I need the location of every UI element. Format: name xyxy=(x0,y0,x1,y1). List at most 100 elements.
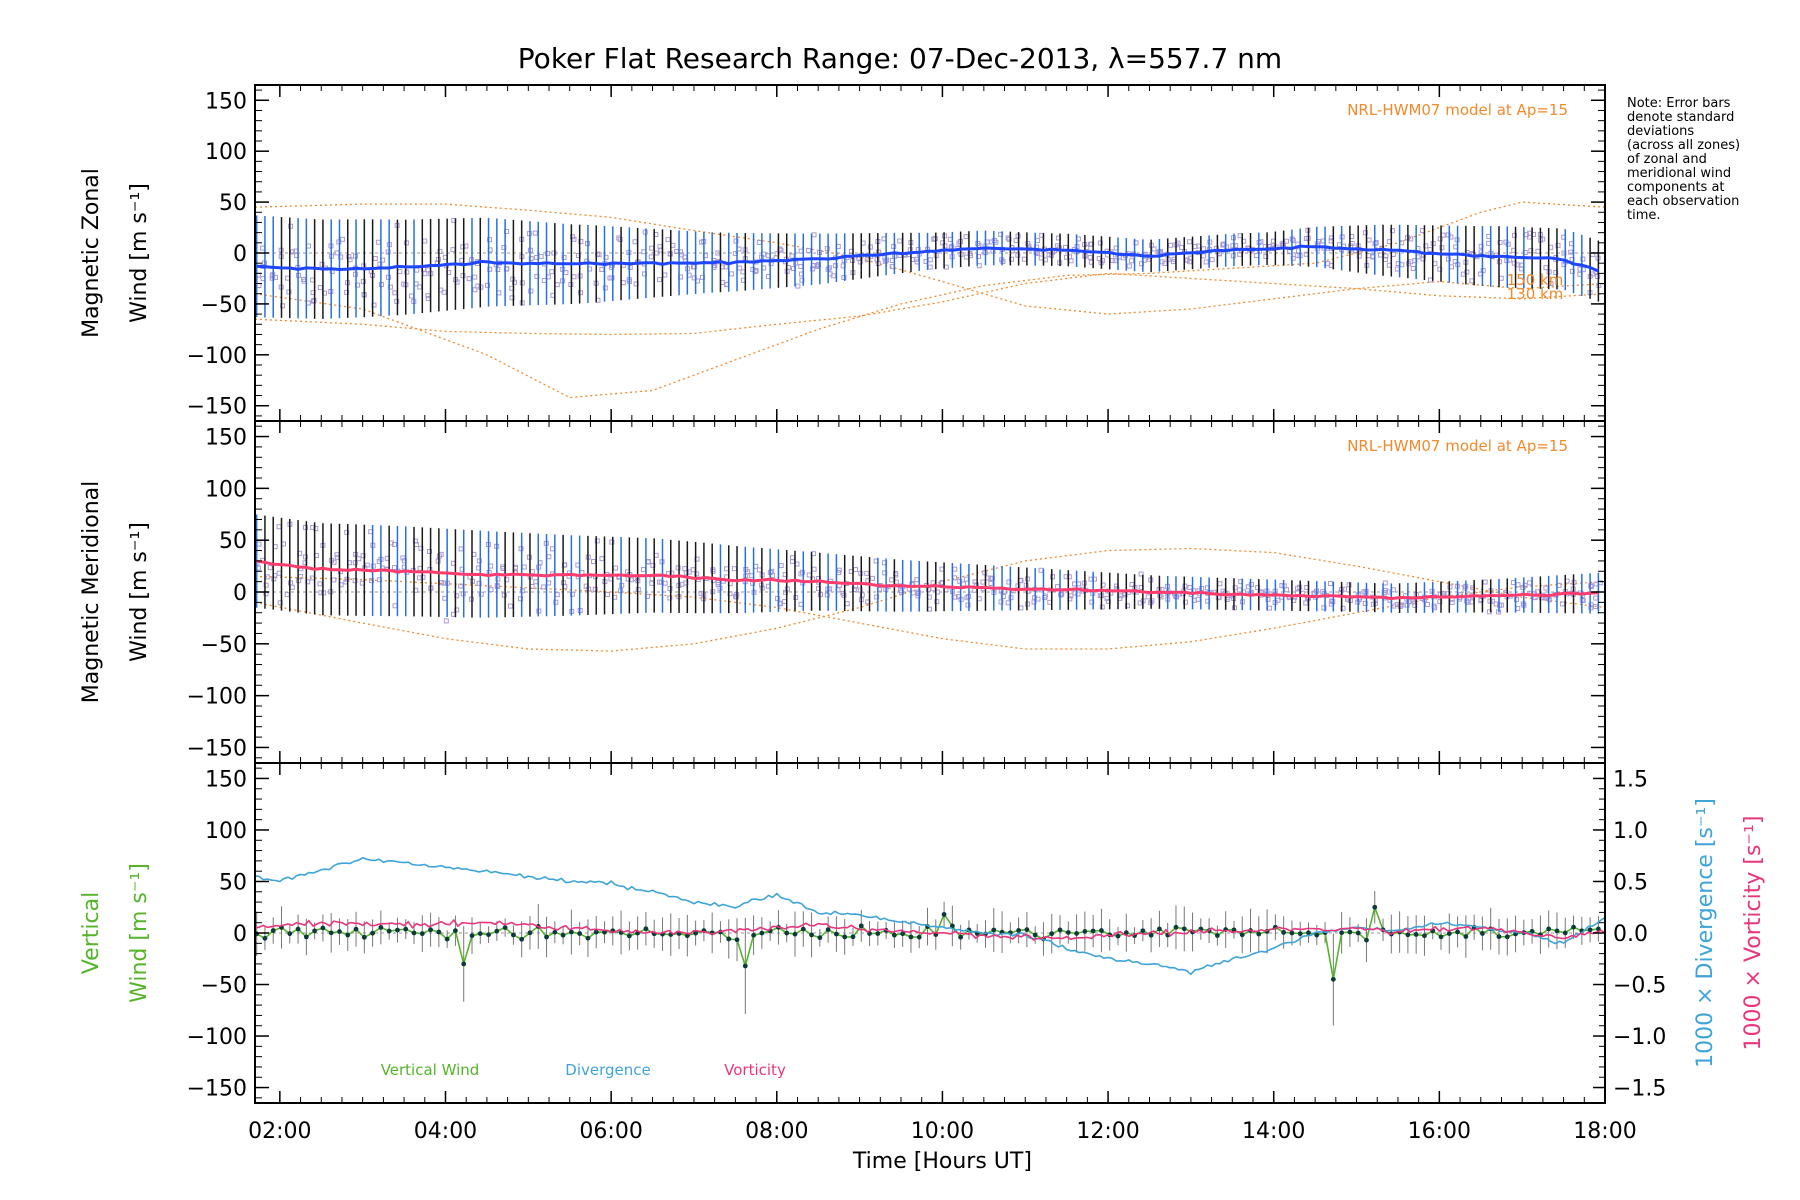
zonal-zone-point xyxy=(1201,246,1207,252)
zonal-zone-point xyxy=(1408,236,1414,242)
zonal-zone-point xyxy=(943,264,949,270)
vertical-point xyxy=(1074,931,1079,936)
y-tick-label: 50 xyxy=(219,870,247,895)
x-tick-label: 18:00 xyxy=(1573,1119,1636,1144)
vertical-point xyxy=(1562,930,1568,936)
meridional-zone-point xyxy=(988,576,994,582)
zonal-ylabel-2-group: Wind [m s⁻¹] xyxy=(127,183,152,323)
zonal-zone-point xyxy=(841,274,847,280)
y-tick-label: −150 xyxy=(187,1077,247,1102)
meridional-zone-point xyxy=(476,580,482,586)
zonal-zone-point xyxy=(1025,240,1031,246)
vertical-point xyxy=(312,928,318,934)
meridional-zone-point xyxy=(546,580,552,586)
zonal-zone-point xyxy=(1446,256,1452,262)
zonal-zone-point xyxy=(538,253,544,259)
zonal-zone-point xyxy=(338,254,344,260)
meridional-zone-point xyxy=(302,554,308,560)
zonal-zone-point xyxy=(1427,277,1433,283)
meridional-zone-point xyxy=(478,591,484,597)
vertical-point xyxy=(742,963,748,969)
zonal-zone-point xyxy=(551,250,557,256)
meridional-zone-point xyxy=(599,556,605,562)
zonal-zone-point xyxy=(1187,239,1193,245)
meridional-zone-point xyxy=(352,578,358,584)
meridional-zone-point xyxy=(554,592,560,598)
meridional-zone-point xyxy=(1588,605,1594,611)
zonal-zone-point xyxy=(1394,266,1400,272)
vertical-point xyxy=(1339,930,1345,936)
zonal-zone-point xyxy=(397,269,403,275)
zonal-zone-point xyxy=(1580,256,1586,262)
zonal-zone-point xyxy=(811,232,817,238)
zonal-zone-point xyxy=(657,277,663,283)
meridional-zone-point xyxy=(1482,579,1488,585)
zonal-zone-point xyxy=(344,289,350,295)
meridional-zone-point xyxy=(352,560,358,566)
vertical-point xyxy=(328,930,334,936)
vertical-point xyxy=(577,931,583,936)
zonal-zone-point xyxy=(665,237,671,243)
x-tick-label: 10:00 xyxy=(911,1119,974,1144)
y2-tick-label: −1.5 xyxy=(1613,1077,1666,1102)
zonal-zone-point xyxy=(1449,264,1455,270)
zonal-zone-point xyxy=(1362,230,1368,236)
zonal-zone-point xyxy=(578,290,584,296)
meridional-zone-point xyxy=(1099,604,1105,610)
zonal-zone-point xyxy=(1569,268,1575,274)
meridional-zone-point xyxy=(1018,605,1024,611)
zonal-zone-point xyxy=(549,269,555,275)
meridional-zone-point xyxy=(507,603,513,609)
zonal-model-curve-0 xyxy=(255,201,1605,399)
zonal-zone-point xyxy=(472,274,478,280)
zonal-zone-point xyxy=(778,247,784,253)
meridional-zone-point xyxy=(811,566,817,572)
vertical-point xyxy=(361,934,367,940)
meridional-zone-point xyxy=(553,599,559,605)
vertical-point xyxy=(511,932,516,938)
meridional-zone-point xyxy=(957,578,963,584)
vertical-point xyxy=(726,936,732,942)
zonal-zone-point xyxy=(286,289,292,295)
vertical-point xyxy=(1504,934,1510,940)
vertical-point xyxy=(403,926,409,932)
meridional-zone-point xyxy=(276,524,282,530)
meridional-zone-point xyxy=(501,592,507,598)
zonal-model-alt-label: 130 km xyxy=(1507,285,1564,303)
vertical-point xyxy=(453,928,458,934)
zonal-zone-point xyxy=(1203,259,1209,265)
zonal-zone-point xyxy=(532,230,538,236)
zonal-zone-point xyxy=(927,257,933,263)
vertical-point xyxy=(941,912,947,917)
zonal-zone-point xyxy=(1254,253,1260,259)
vertical-point xyxy=(353,926,359,932)
meridional-zone-point xyxy=(824,592,830,598)
x-tick-label: 02:00 xyxy=(248,1119,311,1144)
zonal-zone-point xyxy=(756,239,762,245)
vertical-point xyxy=(519,936,525,942)
meridional-zone-point xyxy=(443,618,449,624)
x-tick-label: 08:00 xyxy=(745,1119,808,1144)
zonal-zone-point xyxy=(810,266,816,272)
note-line: of zonal and xyxy=(1627,152,1707,167)
meridional-zone-point xyxy=(1547,597,1553,603)
vertical-points xyxy=(255,904,1601,982)
y-tick-label: −100 xyxy=(187,344,247,369)
vertical-point xyxy=(370,930,376,936)
zonal-zone-point xyxy=(832,263,838,269)
zonal-zone-point xyxy=(1013,238,1019,244)
meridional-zone-point xyxy=(1303,600,1309,606)
meridional-zone-point xyxy=(1338,589,1344,595)
meridional-zone-point xyxy=(1055,584,1061,590)
y-tick-label: 150 xyxy=(205,426,247,451)
y-tick-label: −150 xyxy=(187,395,247,420)
vertical-point xyxy=(891,932,897,938)
zonal-zone-point xyxy=(867,244,873,250)
zonal-zone-point xyxy=(487,266,493,272)
meridional-model-curve-0 xyxy=(255,547,1605,652)
vertical-point xyxy=(693,930,699,936)
meridional-zone-point xyxy=(998,599,1004,605)
legend-item: Divergence xyxy=(565,1061,650,1079)
meridional-zone-point xyxy=(569,591,575,597)
x-tick-label: 16:00 xyxy=(1408,1119,1471,1144)
